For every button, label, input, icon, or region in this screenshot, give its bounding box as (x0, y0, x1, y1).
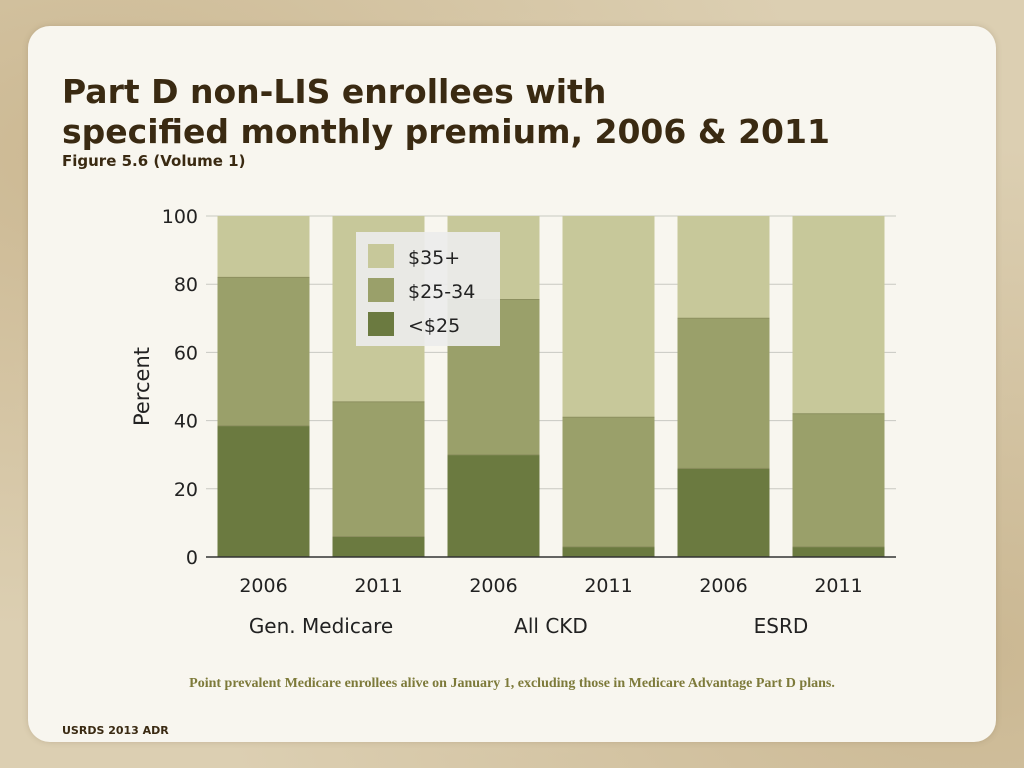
bar-segment (217, 277, 310, 426)
legend-swatch (368, 244, 394, 268)
bar-segment (562, 417, 655, 547)
bar-segment (677, 468, 770, 557)
bar-segment (332, 536, 425, 557)
y-tick-label: 60 (174, 342, 198, 364)
y-tick-label: 100 (162, 206, 198, 228)
source-label: USRDS 2013 ADR (62, 724, 169, 737)
legend-label: $25-34 (408, 281, 475, 303)
bar-segment (677, 216, 770, 319)
y-tick-label: 0 (186, 547, 198, 569)
x-tick-label: 2011 (814, 575, 862, 597)
footnote: Point prevalent Medicare enrollees alive… (189, 676, 835, 691)
x-tick-label: 2006 (239, 575, 287, 597)
bar-segment (217, 425, 310, 557)
group-label: All CKD (514, 614, 588, 638)
x-tick-label: 2006 (469, 575, 517, 597)
legend-swatch (368, 312, 394, 336)
x-tick-label: 2011 (354, 575, 402, 597)
bar-segment (562, 216, 655, 418)
page-title: Part D non-LIS enrollees with specified … (62, 72, 942, 152)
group-label: ESRD (754, 614, 809, 638)
y-tick-label: 40 (174, 411, 198, 433)
y-axis-label: Percent (130, 347, 154, 426)
stacked-bar-chart: 0 20 40 60 80 100 Percent 2006 2011 2006 2011 2006 2… (130, 206, 896, 638)
y-tick-label: 80 (174, 274, 198, 296)
legend-label: $35+ (408, 247, 460, 269)
bar-segment (792, 546, 885, 557)
title-line-1: Part D non-LIS enrollees with (62, 72, 607, 111)
group-label: Gen. Medicare (249, 614, 393, 638)
y-tick-label: 20 (174, 479, 198, 501)
legend-label: <$25 (408, 315, 460, 337)
legend-swatch (368, 278, 394, 302)
bar-segment (792, 216, 885, 414)
bar-segment (792, 413, 885, 547)
bar-segment (217, 216, 310, 278)
x-tick-label: 2011 (584, 575, 632, 597)
title-line-2: specified monthly premium, 2006 & 2011 (62, 112, 830, 151)
x-tick-label: 2006 (699, 575, 747, 597)
bar-segment (677, 318, 770, 469)
bar-segment (447, 454, 540, 557)
figure-subtitle: Figure 5.6 (Volume 1) (62, 152, 246, 170)
bar-segment (332, 401, 425, 537)
slide-panel: Part D non-LIS enrollees with specified … (28, 26, 996, 742)
bar-segment (562, 546, 655, 557)
